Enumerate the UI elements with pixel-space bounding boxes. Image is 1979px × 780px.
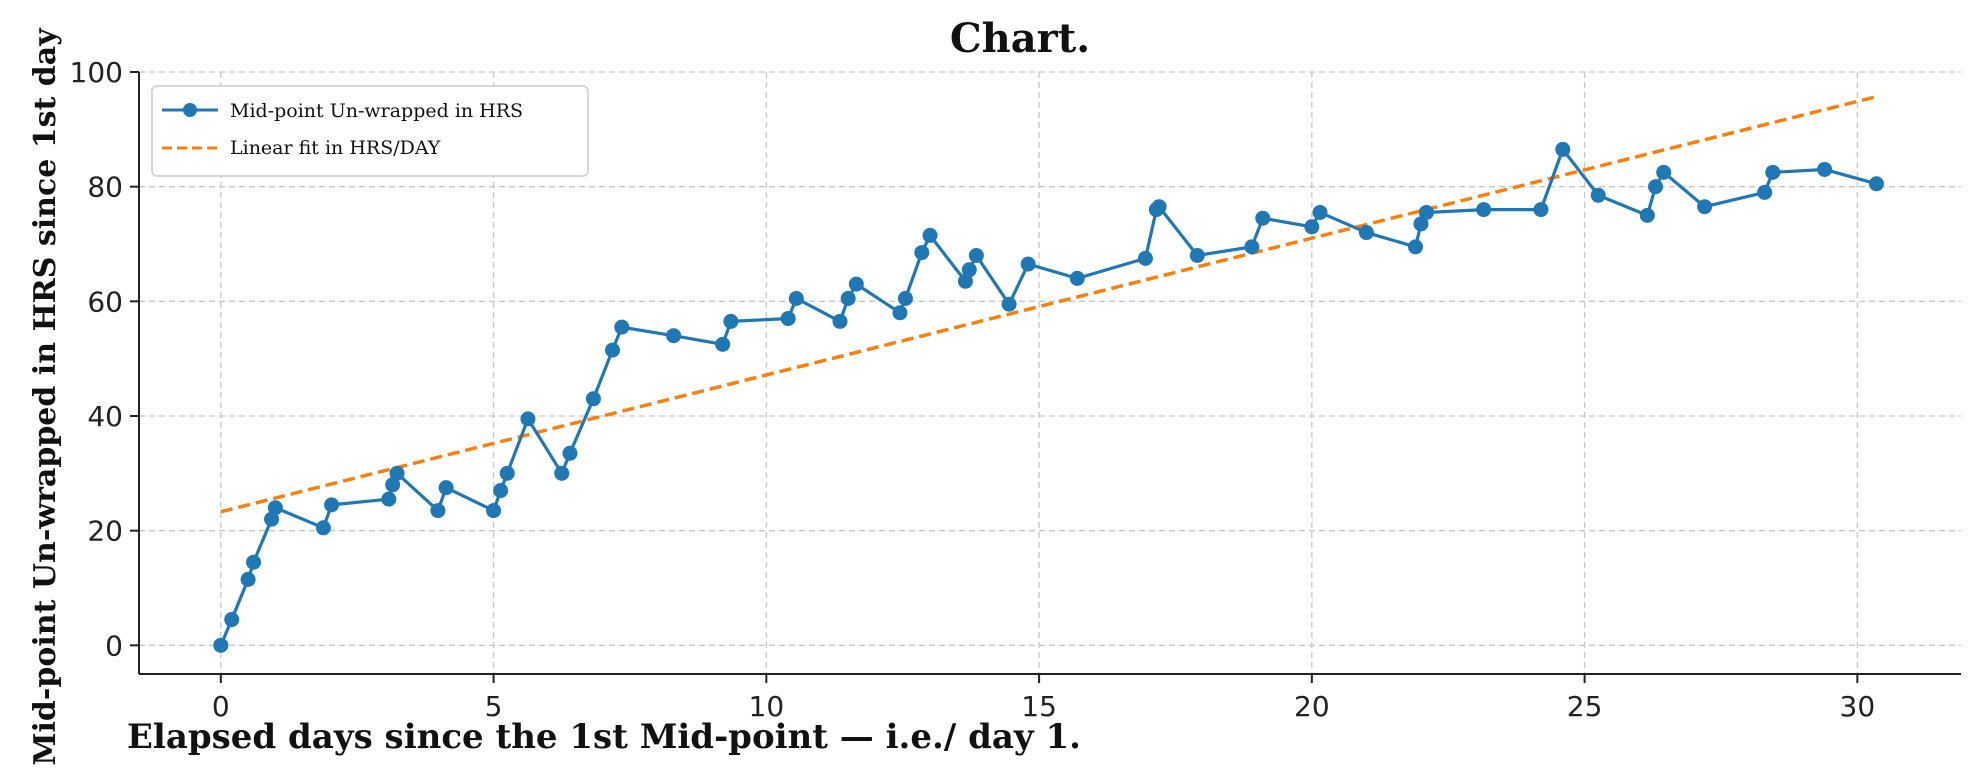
data-point <box>922 227 938 243</box>
data-point <box>324 497 340 513</box>
legend-series-marker-icon <box>183 103 197 117</box>
data-point <box>1255 210 1271 226</box>
legend-box <box>151 85 589 177</box>
x-tick-label: 25 <box>1567 690 1603 723</box>
tick-labels: 0 5 10 15 20 25 30 0 20 40 60 80 100 <box>70 56 1876 723</box>
y-tick-label: 100 <box>70 56 123 89</box>
data-point <box>914 245 930 261</box>
legend-label-series: Mid-point Un-wrapped in HRS <box>230 100 523 122</box>
data-point <box>1413 216 1429 232</box>
x-axis-label: Elapsed days since the 1st Mid-point — i… <box>127 717 1081 757</box>
data-point <box>840 290 856 306</box>
data-point <box>1765 164 1781 180</box>
data-point <box>1648 179 1664 195</box>
axes <box>130 71 1961 683</box>
data-point <box>1137 250 1153 266</box>
data-point <box>385 477 401 493</box>
data-point <box>315 520 331 536</box>
data-point <box>1069 270 1085 286</box>
data-point <box>213 637 229 653</box>
x-tick-label: 15 <box>1021 690 1057 723</box>
data-point <box>832 313 848 329</box>
data-point <box>1757 184 1773 200</box>
data-point <box>520 411 536 427</box>
y-axis-label: Mid-point Un-wrapped in HRS since 1st da… <box>28 27 63 766</box>
series-layer <box>213 141 1884 653</box>
data-point <box>585 391 601 407</box>
data-point <box>1407 239 1423 255</box>
data-point <box>1656 164 1672 180</box>
data-point <box>1590 187 1606 203</box>
data-point <box>1533 202 1549 218</box>
data-point <box>715 336 731 352</box>
series-line <box>219 147 1877 646</box>
legend: Mid-point Un-wrapped in HRS Linear fit i… <box>151 85 589 177</box>
data-point <box>1476 202 1492 218</box>
data-point <box>499 465 515 481</box>
data-point <box>605 342 621 358</box>
data-point <box>1697 199 1713 215</box>
data-point <box>848 276 864 292</box>
data-point <box>666 328 682 344</box>
data-point <box>1189 247 1205 263</box>
x-tick-label: 0 <box>212 690 230 723</box>
x-tick-label: 5 <box>485 690 503 723</box>
data-point <box>430 503 446 519</box>
data-point <box>264 511 280 527</box>
data-point <box>1312 204 1328 220</box>
x-tick-label: 30 <box>1840 690 1876 723</box>
data-point <box>1418 204 1434 220</box>
data-point <box>961 262 977 278</box>
data-point <box>389 465 405 481</box>
data-point <box>562 445 578 461</box>
data-point <box>1817 161 1833 177</box>
grid <box>139 71 1961 674</box>
data-point <box>554 465 570 481</box>
data-point <box>780 311 796 327</box>
data-point <box>892 305 908 321</box>
data-point <box>788 290 804 306</box>
data-point <box>438 480 454 496</box>
chart-title: Chart. <box>950 15 1090 62</box>
y-tick-label: 20 <box>87 515 123 548</box>
y-tick-label: 40 <box>87 400 123 433</box>
x-tick-label: 20 <box>1294 690 1330 723</box>
data-point <box>1151 199 1167 215</box>
data-point <box>968 247 984 263</box>
y-tick-label: 80 <box>87 171 123 204</box>
data-point <box>224 612 240 628</box>
data-point <box>1244 239 1260 255</box>
data-point <box>614 319 630 335</box>
data-point <box>246 554 262 570</box>
fit-layer <box>220 94 1877 514</box>
y-tick-label: 0 <box>105 629 123 662</box>
data-point <box>1020 256 1036 272</box>
data-point <box>1001 296 1017 312</box>
data-point <box>897 290 913 306</box>
y-tick-label: 60 <box>87 285 123 318</box>
data-point <box>1555 141 1571 157</box>
data-point <box>381 491 397 507</box>
x-tick-label: 10 <box>749 690 785 723</box>
legend-label-fit: Linear fit in HRS/DAY <box>230 137 441 159</box>
data-point <box>240 571 256 587</box>
data-point <box>493 483 509 499</box>
data-point <box>1304 219 1320 235</box>
data-point <box>723 313 739 329</box>
data-point <box>486 503 502 519</box>
fit-line <box>220 94 1877 514</box>
data-point <box>1868 176 1884 192</box>
data-point <box>1639 207 1655 223</box>
data-point <box>1358 225 1374 241</box>
data-point <box>957 273 973 289</box>
data-point <box>267 500 283 516</box>
